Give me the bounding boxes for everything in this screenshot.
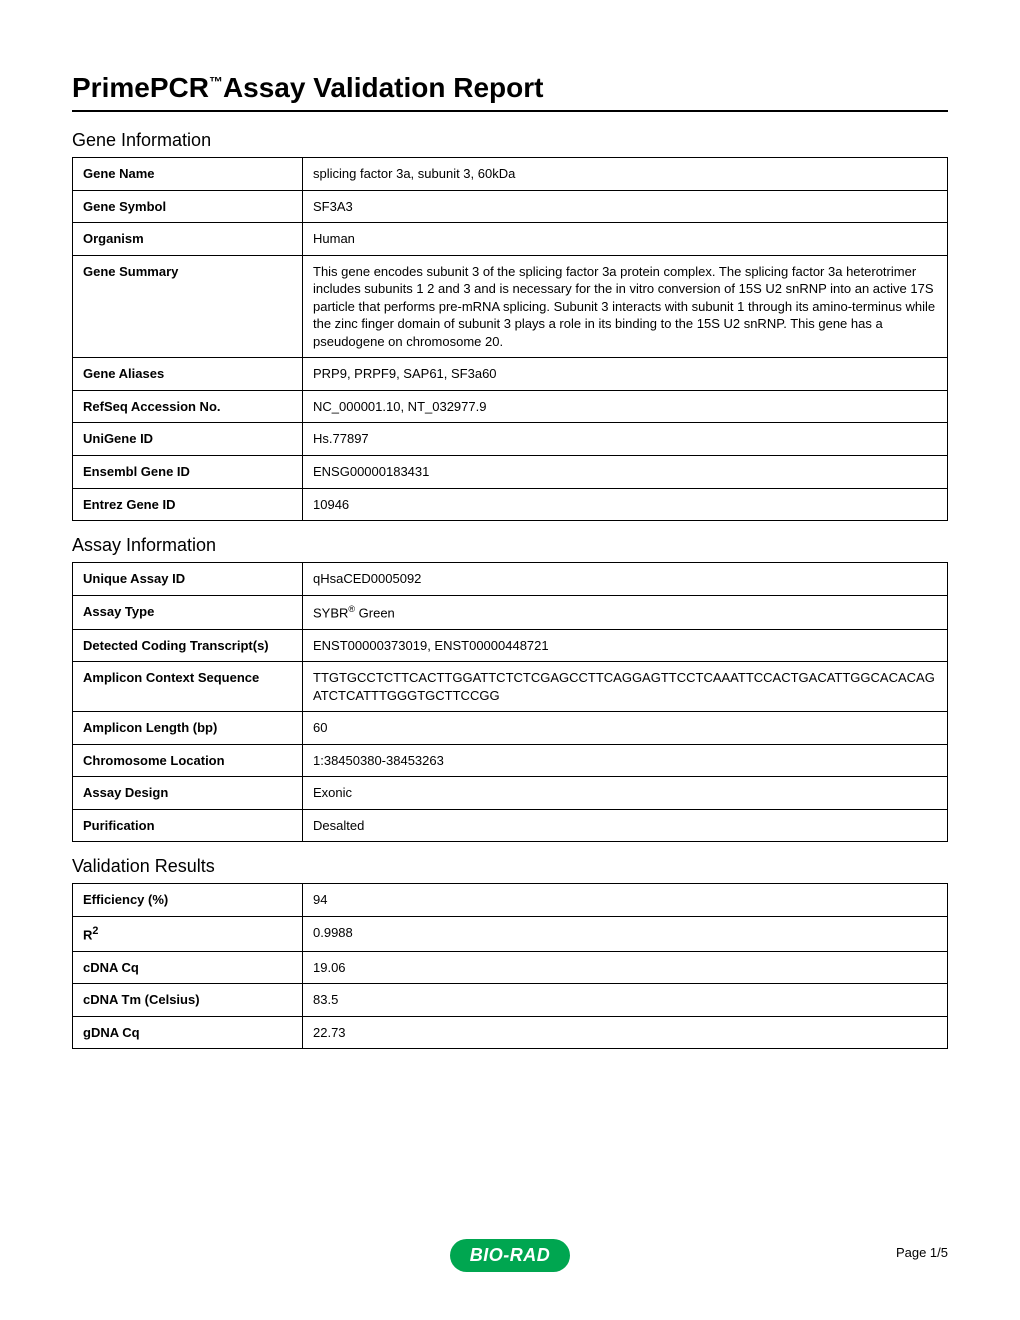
purification-value: Desalted (303, 809, 948, 842)
table-row: Unique Assay IDqHsaCED0005092 (73, 563, 948, 596)
assay-type-value: SYBR® Green (303, 595, 948, 629)
assay-type-label: Assay Type (73, 595, 303, 629)
title-suffix: Assay Validation Report (223, 72, 544, 103)
cdna-cq-value: 19.06 (303, 951, 948, 984)
table-row: Ensembl Gene IDENSG00000183431 (73, 456, 948, 489)
table-row: Gene SymbolSF3A3 (73, 190, 948, 223)
r-squared-label: R2 (73, 916, 303, 951)
assay-information-table: Unique Assay IDqHsaCED0005092 Assay Type… (72, 562, 948, 842)
table-row: Efficiency (%)94 (73, 884, 948, 917)
r-squared-value: 0.9988 (303, 916, 948, 951)
amplicon-seq-label: Amplicon Context Sequence (73, 662, 303, 712)
table-row: Amplicon Context SequenceTTGTGCCTCTTCACT… (73, 662, 948, 712)
gene-summary-value: This gene encodes subunit 3 of the splic… (303, 255, 948, 358)
organism-label: Organism (73, 223, 303, 256)
gdna-cq-value: 22.73 (303, 1016, 948, 1049)
table-row: Assay DesignExonic (73, 777, 948, 810)
unigene-label: UniGene ID (73, 423, 303, 456)
gene-information-table: Gene Namesplicing factor 3a, subunit 3, … (72, 157, 948, 521)
gene-aliases-label: Gene Aliases (73, 358, 303, 391)
transcripts-label: Detected Coding Transcript(s) (73, 629, 303, 662)
efficiency-value: 94 (303, 884, 948, 917)
validation-results-table: Efficiency (%)94 R20.9988 cDNA Cq19.06 c… (72, 883, 948, 1049)
purification-label: Purification (73, 809, 303, 842)
table-row: gDNA Cq22.73 (73, 1016, 948, 1049)
cdna-tm-label: cDNA Tm (Celsius) (73, 984, 303, 1017)
efficiency-label: Efficiency (%) (73, 884, 303, 917)
gene-name-value: splicing factor 3a, subunit 3, 60kDa (303, 158, 948, 191)
table-row: OrganismHuman (73, 223, 948, 256)
gene-summary-label: Gene Summary (73, 255, 303, 358)
table-row: Gene SummaryThis gene encodes subunit 3 … (73, 255, 948, 358)
table-row: Entrez Gene ID10946 (73, 488, 948, 521)
amplicon-len-label: Amplicon Length (bp) (73, 712, 303, 745)
table-row: Gene AliasesPRP9, PRPF9, SAP61, SF3a60 (73, 358, 948, 391)
table-row: cDNA Tm (Celsius)83.5 (73, 984, 948, 1017)
entrez-value: 10946 (303, 488, 948, 521)
biorad-logo: BIO-RAD (450, 1239, 571, 1272)
gene-name-label: Gene Name (73, 158, 303, 191)
assay-design-value: Exonic (303, 777, 948, 810)
chromosome-label: Chromosome Location (73, 744, 303, 777)
table-row: PurificationDesalted (73, 809, 948, 842)
table-row: Chromosome Location1:38450380-38453263 (73, 744, 948, 777)
amplicon-len-value: 60 (303, 712, 948, 745)
refseq-label: RefSeq Accession No. (73, 390, 303, 423)
cdna-tm-value: 83.5 (303, 984, 948, 1017)
table-row: UniGene IDHs.77897 (73, 423, 948, 456)
page-number: Page 1/5 (896, 1245, 948, 1260)
unigene-value: Hs.77897 (303, 423, 948, 456)
table-row: Gene Namesplicing factor 3a, subunit 3, … (73, 158, 948, 191)
trademark-symbol: ™ (209, 74, 223, 90)
table-row: Amplicon Length (bp)60 (73, 712, 948, 745)
cdna-cq-label: cDNA Cq (73, 951, 303, 984)
footer: BIO-RAD (0, 1239, 1020, 1272)
assay-id-value: qHsaCED0005092 (303, 563, 948, 596)
ensembl-label: Ensembl Gene ID (73, 456, 303, 489)
chromosome-value: 1:38450380-38453263 (303, 744, 948, 777)
gene-information-heading: Gene Information (72, 130, 948, 151)
table-row: R20.9988 (73, 916, 948, 951)
gene-aliases-value: PRP9, PRPF9, SAP61, SF3a60 (303, 358, 948, 391)
amplicon-seq-value: TTGTGCCTCTTCACTTGGATTCTCTCGAGCCTTCAGGAGT… (303, 662, 948, 712)
table-row: Assay TypeSYBR® Green (73, 595, 948, 629)
transcripts-value: ENST00000373019, ENST00000448721 (303, 629, 948, 662)
entrez-label: Entrez Gene ID (73, 488, 303, 521)
gene-symbol-label: Gene Symbol (73, 190, 303, 223)
refseq-value: NC_000001.10, NT_032977.9 (303, 390, 948, 423)
gdna-cq-label: gDNA Cq (73, 1016, 303, 1049)
assay-design-label: Assay Design (73, 777, 303, 810)
title-prefix: PrimePCR (72, 72, 209, 103)
assay-information-heading: Assay Information (72, 535, 948, 556)
assay-id-label: Unique Assay ID (73, 563, 303, 596)
ensembl-value: ENSG00000183431 (303, 456, 948, 489)
report-title: PrimePCR™Assay Validation Report (72, 72, 948, 112)
validation-results-heading: Validation Results (72, 856, 948, 877)
organism-value: Human (303, 223, 948, 256)
table-row: RefSeq Accession No.NC_000001.10, NT_032… (73, 390, 948, 423)
table-row: cDNA Cq19.06 (73, 951, 948, 984)
gene-symbol-value: SF3A3 (303, 190, 948, 223)
table-row: Detected Coding Transcript(s)ENST0000037… (73, 629, 948, 662)
